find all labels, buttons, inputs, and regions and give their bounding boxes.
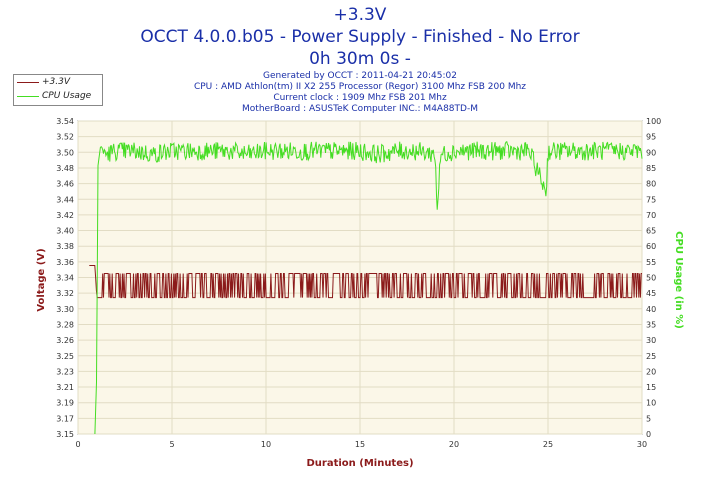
y-right-tick-label: 90 (646, 148, 656, 157)
y-right-tick-label: 30 (646, 336, 656, 345)
y-left-tick-label: 3.36 (56, 258, 74, 267)
generated-line: Generated by OCCT : 2011-04-21 20:45:02 (263, 71, 457, 81)
chart-subtitle: OCCT 4.0.0.b05 - Power Supply - Finished… (140, 27, 580, 47)
y-left-tick-label: 3.42 (56, 211, 74, 220)
y-left-tick-label: 3.28 (56, 320, 74, 329)
y-right-tick-label: 65 (646, 227, 656, 236)
legend-swatch-voltage (17, 82, 39, 83)
y-right-tick-label: 75 (646, 195, 656, 204)
legend-item-cpu: CPU Usage (14, 89, 102, 103)
board-line: MotherBoard : ASUSTeK Computer INC.: M4A… (242, 104, 478, 114)
y-right-tick-label: 100 (646, 117, 661, 126)
y-right-tick-label: 55 (646, 258, 656, 267)
y-left-tick-label: 3.34 (56, 274, 74, 283)
legend-label-cpu: CPU Usage (42, 91, 92, 101)
y-left-tick-label: 3.17 (56, 414, 74, 423)
y-right-tick-label: 25 (646, 352, 656, 361)
system-info: Generated by OCCT : 2011-04-21 20:45:02 … (0, 71, 720, 115)
y-right-tick-label: 60 (646, 242, 656, 251)
y-left-tick-label: 3.50 (56, 148, 74, 157)
x-tick-label: 5 (169, 440, 174, 449)
y-right-tick-label: 70 (646, 211, 656, 220)
y-left-tick-label: 3.40 (56, 227, 74, 236)
x-tick-label: 25 (543, 440, 553, 449)
y-right-tick-label: 40 (646, 305, 656, 314)
y-left-tick-label: 3.26 (56, 336, 74, 345)
cpu-line: CPU : AMD Athlon(tm) II X2 255 Processor… (193, 82, 527, 92)
y-right-tick-label: 95 (646, 133, 656, 142)
y-left-tick-label: 3.48 (56, 164, 74, 173)
legend-item-voltage: +3.3V (14, 75, 102, 89)
x-axis-title: Duration (Minutes) (306, 458, 413, 469)
y-right-tick-label: 0 (646, 430, 651, 439)
y-left-tick-label: 3.54 (56, 117, 74, 126)
y-left-tick-label: 3.23 (56, 367, 74, 376)
y-left-tick-label: 3.44 (56, 195, 74, 204)
y-right-tick-label: 15 (646, 383, 656, 392)
y-left-tick-label: 3.19 (56, 399, 74, 408)
legend-swatch-cpu (17, 96, 39, 97)
chart-title-block: +3.3V OCCT 4.0.0.b05 - Power Supply - Fi… (0, 4, 720, 70)
y-right-tick-label: 20 (646, 367, 656, 376)
y-left-tick-label: 3.21 (56, 383, 74, 392)
x-tick-label: 20 (449, 440, 459, 449)
y-left-tick-label: 3.38 (56, 242, 74, 251)
x-tick-label: 30 (637, 440, 647, 449)
legend-label-voltage: +3.3V (42, 77, 71, 87)
series-line-0 (89, 265, 642, 299)
y-right-tick-label: 50 (646, 274, 656, 283)
y-right-tick-label: 35 (646, 320, 656, 329)
chart-duration: 0h 30m 0s - (309, 49, 411, 69)
y-right-tick-label: 85 (646, 164, 656, 173)
chart-title: +3.3V (333, 5, 387, 25)
y-left-tick-label: 3.52 (56, 133, 74, 142)
y-left-ticks: 3.15 3.17 3.19 3.21 3.23 3.25 3.26 3.28 3.30 3.32… (56, 117, 74, 439)
y-left-tick-label: 3.15 (56, 430, 74, 439)
x-tick-label: 15 (355, 440, 365, 449)
x-tick-label: 10 (261, 440, 271, 449)
x-ticks: 0 5 10 15 20 25 30 (75, 440, 647, 449)
y-left-tick-label: 3.46 (56, 180, 74, 189)
y-right-tick-label: 5 (646, 414, 651, 423)
y-right-axis-title: CPU Usage (in %) (673, 231, 684, 329)
legend: +3.3V CPU Usage (13, 74, 103, 106)
y-left-tick-label: 3.32 (56, 289, 74, 298)
series-group (89, 140, 643, 435)
y-left-tick-label: 3.25 (56, 352, 74, 361)
x-tick-label: 0 (75, 440, 80, 449)
y-right-tick-label: 80 (646, 180, 656, 189)
y-left-tick-label: 3.30 (56, 305, 74, 314)
y-right-ticks: 0 5 10 15 20 25 30 35 40 45 50 55 60 65 70 75 80 85 90 95 10… (646, 117, 661, 439)
clock-line: Current clock : 1909 Mhz FSB 201 Mhz (273, 93, 447, 103)
y-left-axis-title: Voltage (V) (36, 248, 47, 311)
y-right-tick-label: 10 (646, 399, 656, 408)
series-line-1 (94, 140, 643, 435)
y-right-tick-label: 45 (646, 289, 656, 298)
